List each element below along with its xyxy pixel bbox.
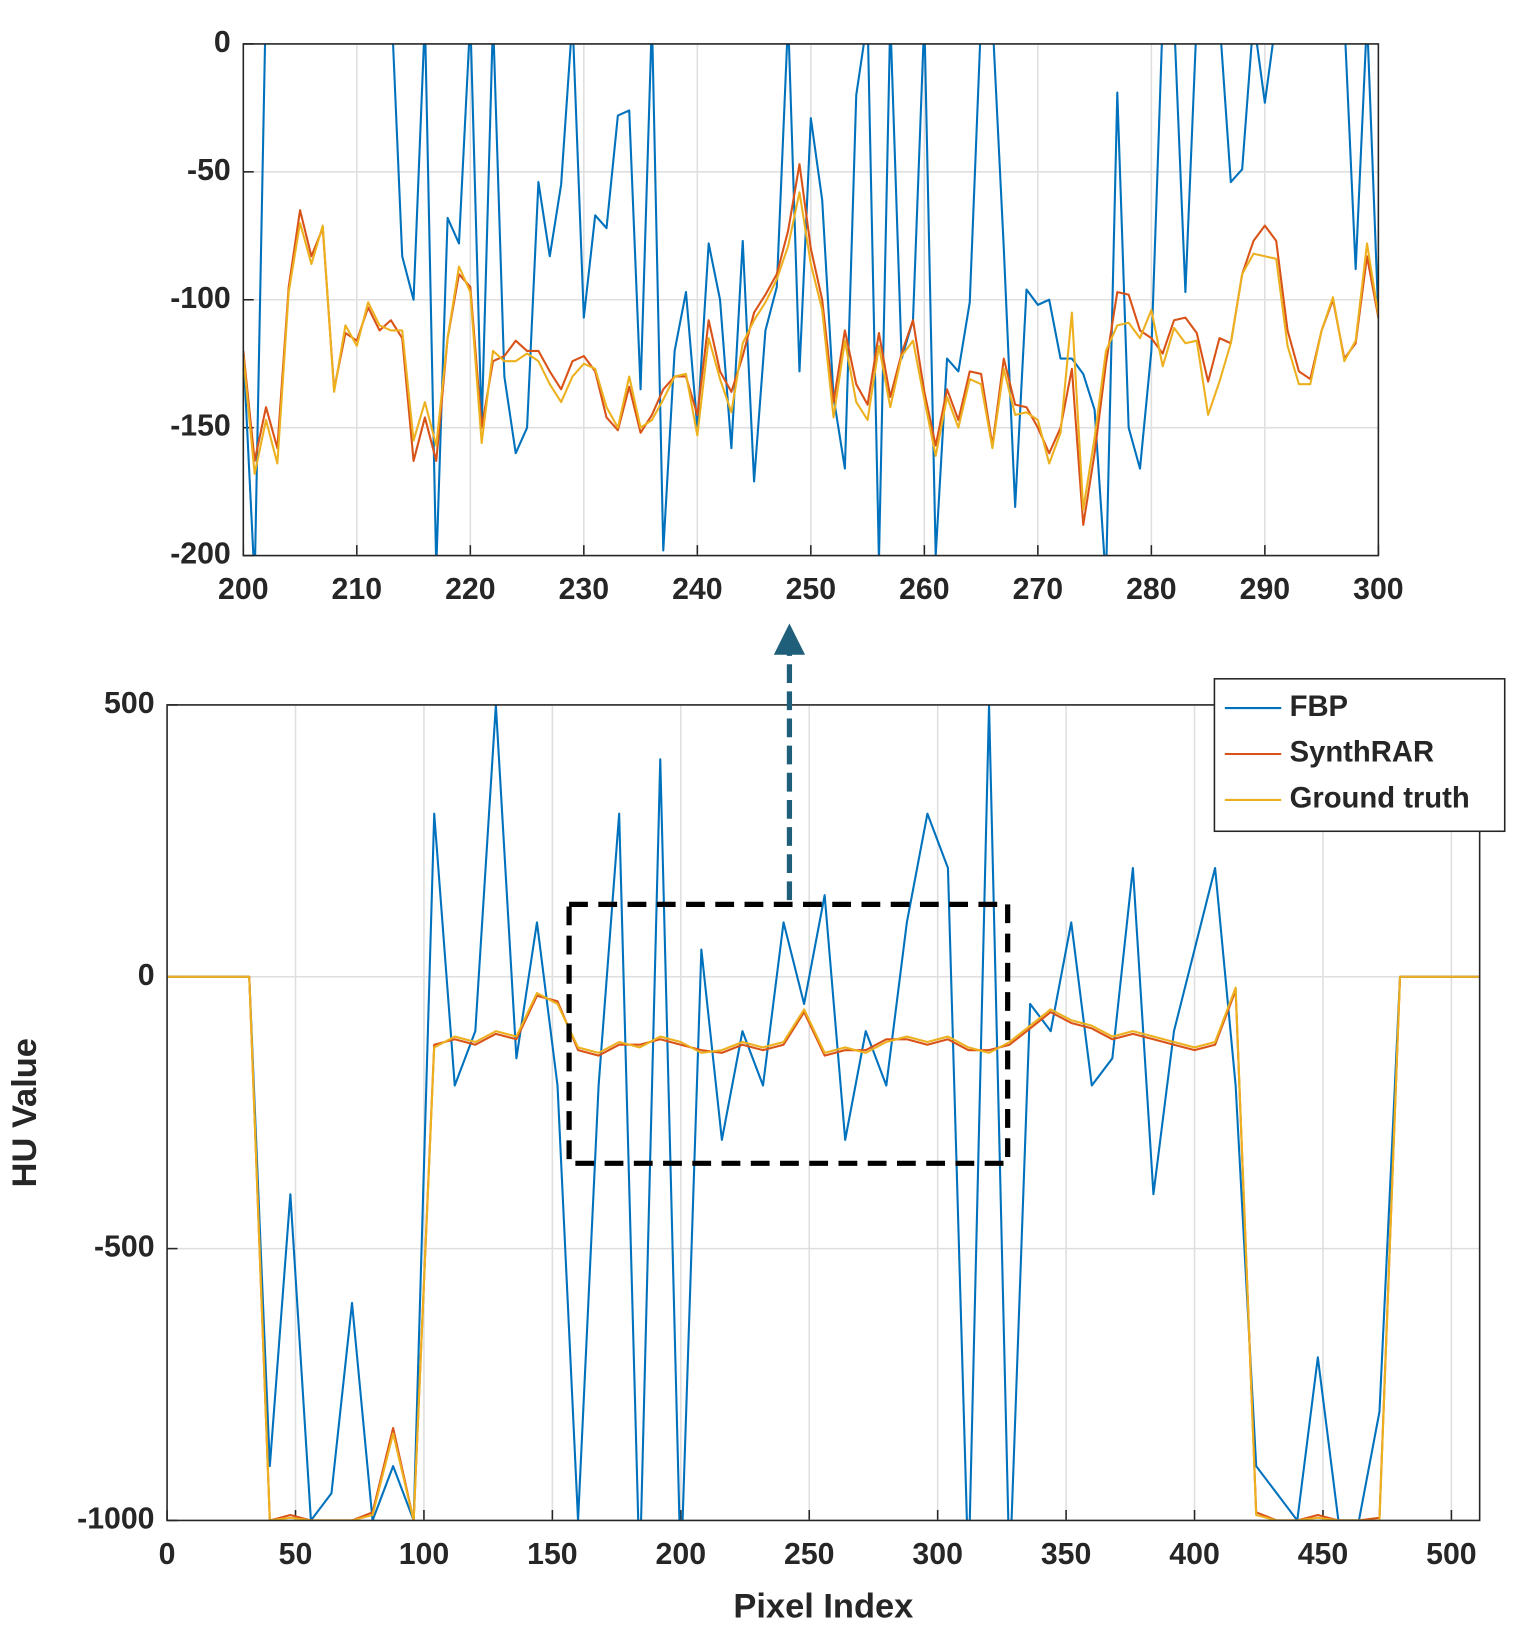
y-tick-label: 0 [214, 26, 231, 59]
x-tick-label: 100 [399, 1538, 450, 1571]
x-tick-label: 200 [218, 573, 269, 606]
x-tick-label: 230 [559, 573, 610, 606]
axes-frame [166, 704, 1481, 1522]
x-tick-label: 250 [784, 1538, 835, 1571]
zoom-box [566, 901, 1011, 1166]
y-tick-label: -50 [187, 154, 231, 187]
x-tick-label: 210 [332, 573, 383, 606]
data-line [243, 43, 1379, 556]
y-axis-label: HU Value [6, 1038, 44, 1187]
x-axis-label: Pixel Index [733, 1587, 913, 1625]
x-tick-label: 220 [445, 573, 496, 606]
x-tick-label: 500 [1426, 1538, 1477, 1571]
x-tick-label: 270 [1013, 573, 1064, 606]
x-tick-label: 350 [1041, 1538, 1091, 1571]
x-tick-label: 260 [899, 573, 950, 606]
data-line [167, 975, 1480, 1521]
y-tick-label: 0 [138, 959, 155, 992]
x-tick-label: 450 [1298, 1538, 1349, 1571]
data-line [243, 191, 1379, 511]
x-tick-label: 300 [912, 1538, 963, 1571]
x-tick-label: 200 [656, 1538, 707, 1571]
legend-label: SynthRAR [1290, 737, 1434, 769]
series-group [167, 704, 1480, 1521]
x-tick-label: 290 [1240, 573, 1291, 606]
x-tick-label: 0 [159, 1538, 176, 1571]
legend-label: Ground truth [1290, 783, 1470, 815]
x-tick-label: 250 [786, 573, 837, 606]
legend-label: FBP [1290, 691, 1348, 723]
x-tick-label: 280 [1126, 573, 1177, 606]
x-tick-label: 240 [672, 573, 723, 606]
data-line [167, 704, 1480, 1521]
y-tick-label: -1000 [77, 1502, 154, 1535]
data-line [243, 163, 1379, 526]
series-group [243, 43, 1379, 556]
axes-frame [242, 43, 1380, 557]
x-tick-label: 300 [1353, 573, 1404, 606]
y-tick-label: 500 [104, 687, 155, 720]
y-tick-label: -500 [94, 1231, 155, 1264]
data-line [167, 975, 1480, 1521]
plots: 200 210 220 230 240 250 260 270 280 290 300 -200 -15… [6, 26, 1506, 1625]
x-tick-label: 50 [279, 1538, 313, 1571]
x-tick-label: 400 [1169, 1538, 1220, 1571]
x-tick-label: 150 [527, 1538, 578, 1571]
y-tick-label: -200 [170, 538, 231, 571]
y-tick-label: -150 [170, 410, 231, 443]
y-tick-label: -100 [170, 282, 231, 315]
plot-area [167, 704, 1480, 1521]
